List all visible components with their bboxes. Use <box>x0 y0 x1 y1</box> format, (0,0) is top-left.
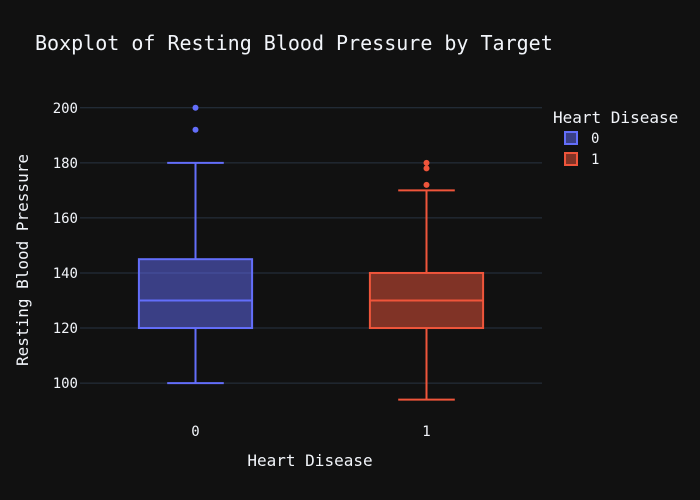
outlier-point <box>423 165 430 172</box>
box-series <box>368 159 485 401</box>
chart-title: Boxplot of Resting Blood Pressure by Tar… <box>35 31 553 55</box>
outlier-point <box>192 126 199 133</box>
box-series <box>137 104 254 385</box>
legend-swatch <box>564 152 578 166</box>
x-tick-label: 1 <box>422 424 430 440</box>
x-axis-label: Heart Disease <box>247 451 372 470</box>
y-tick-label: 200 <box>53 101 78 117</box>
y-tick-label: 160 <box>53 211 78 227</box>
legend-title: Heart Disease <box>553 108 678 127</box>
x-tick-label: 0 <box>191 424 199 440</box>
legend-label: 0 <box>591 131 599 147</box>
legend-item[interactable]: 0 <box>564 131 599 147</box>
boxes <box>137 104 485 401</box>
y-axis-label: Resting Blood Pressure <box>13 154 32 366</box>
outlier-point <box>423 181 430 188</box>
legend-item[interactable]: 1 <box>564 152 599 168</box>
y-tick-label: 100 <box>53 376 78 392</box>
y-tick-label: 180 <box>53 156 78 172</box>
legend[interactable]: Heart Disease 0 1 <box>553 108 678 168</box>
y-tick-label: 120 <box>53 321 78 337</box>
legend-swatch <box>564 131 578 145</box>
legend-label: 1 <box>591 152 599 168</box>
outlier-point <box>423 159 430 166</box>
y-tick-label: 140 <box>53 266 78 282</box>
y-tick-labels: 100 120 140 160 180 200 <box>53 101 78 392</box>
outlier-point <box>192 104 199 111</box>
box-iqr <box>137 258 254 330</box>
